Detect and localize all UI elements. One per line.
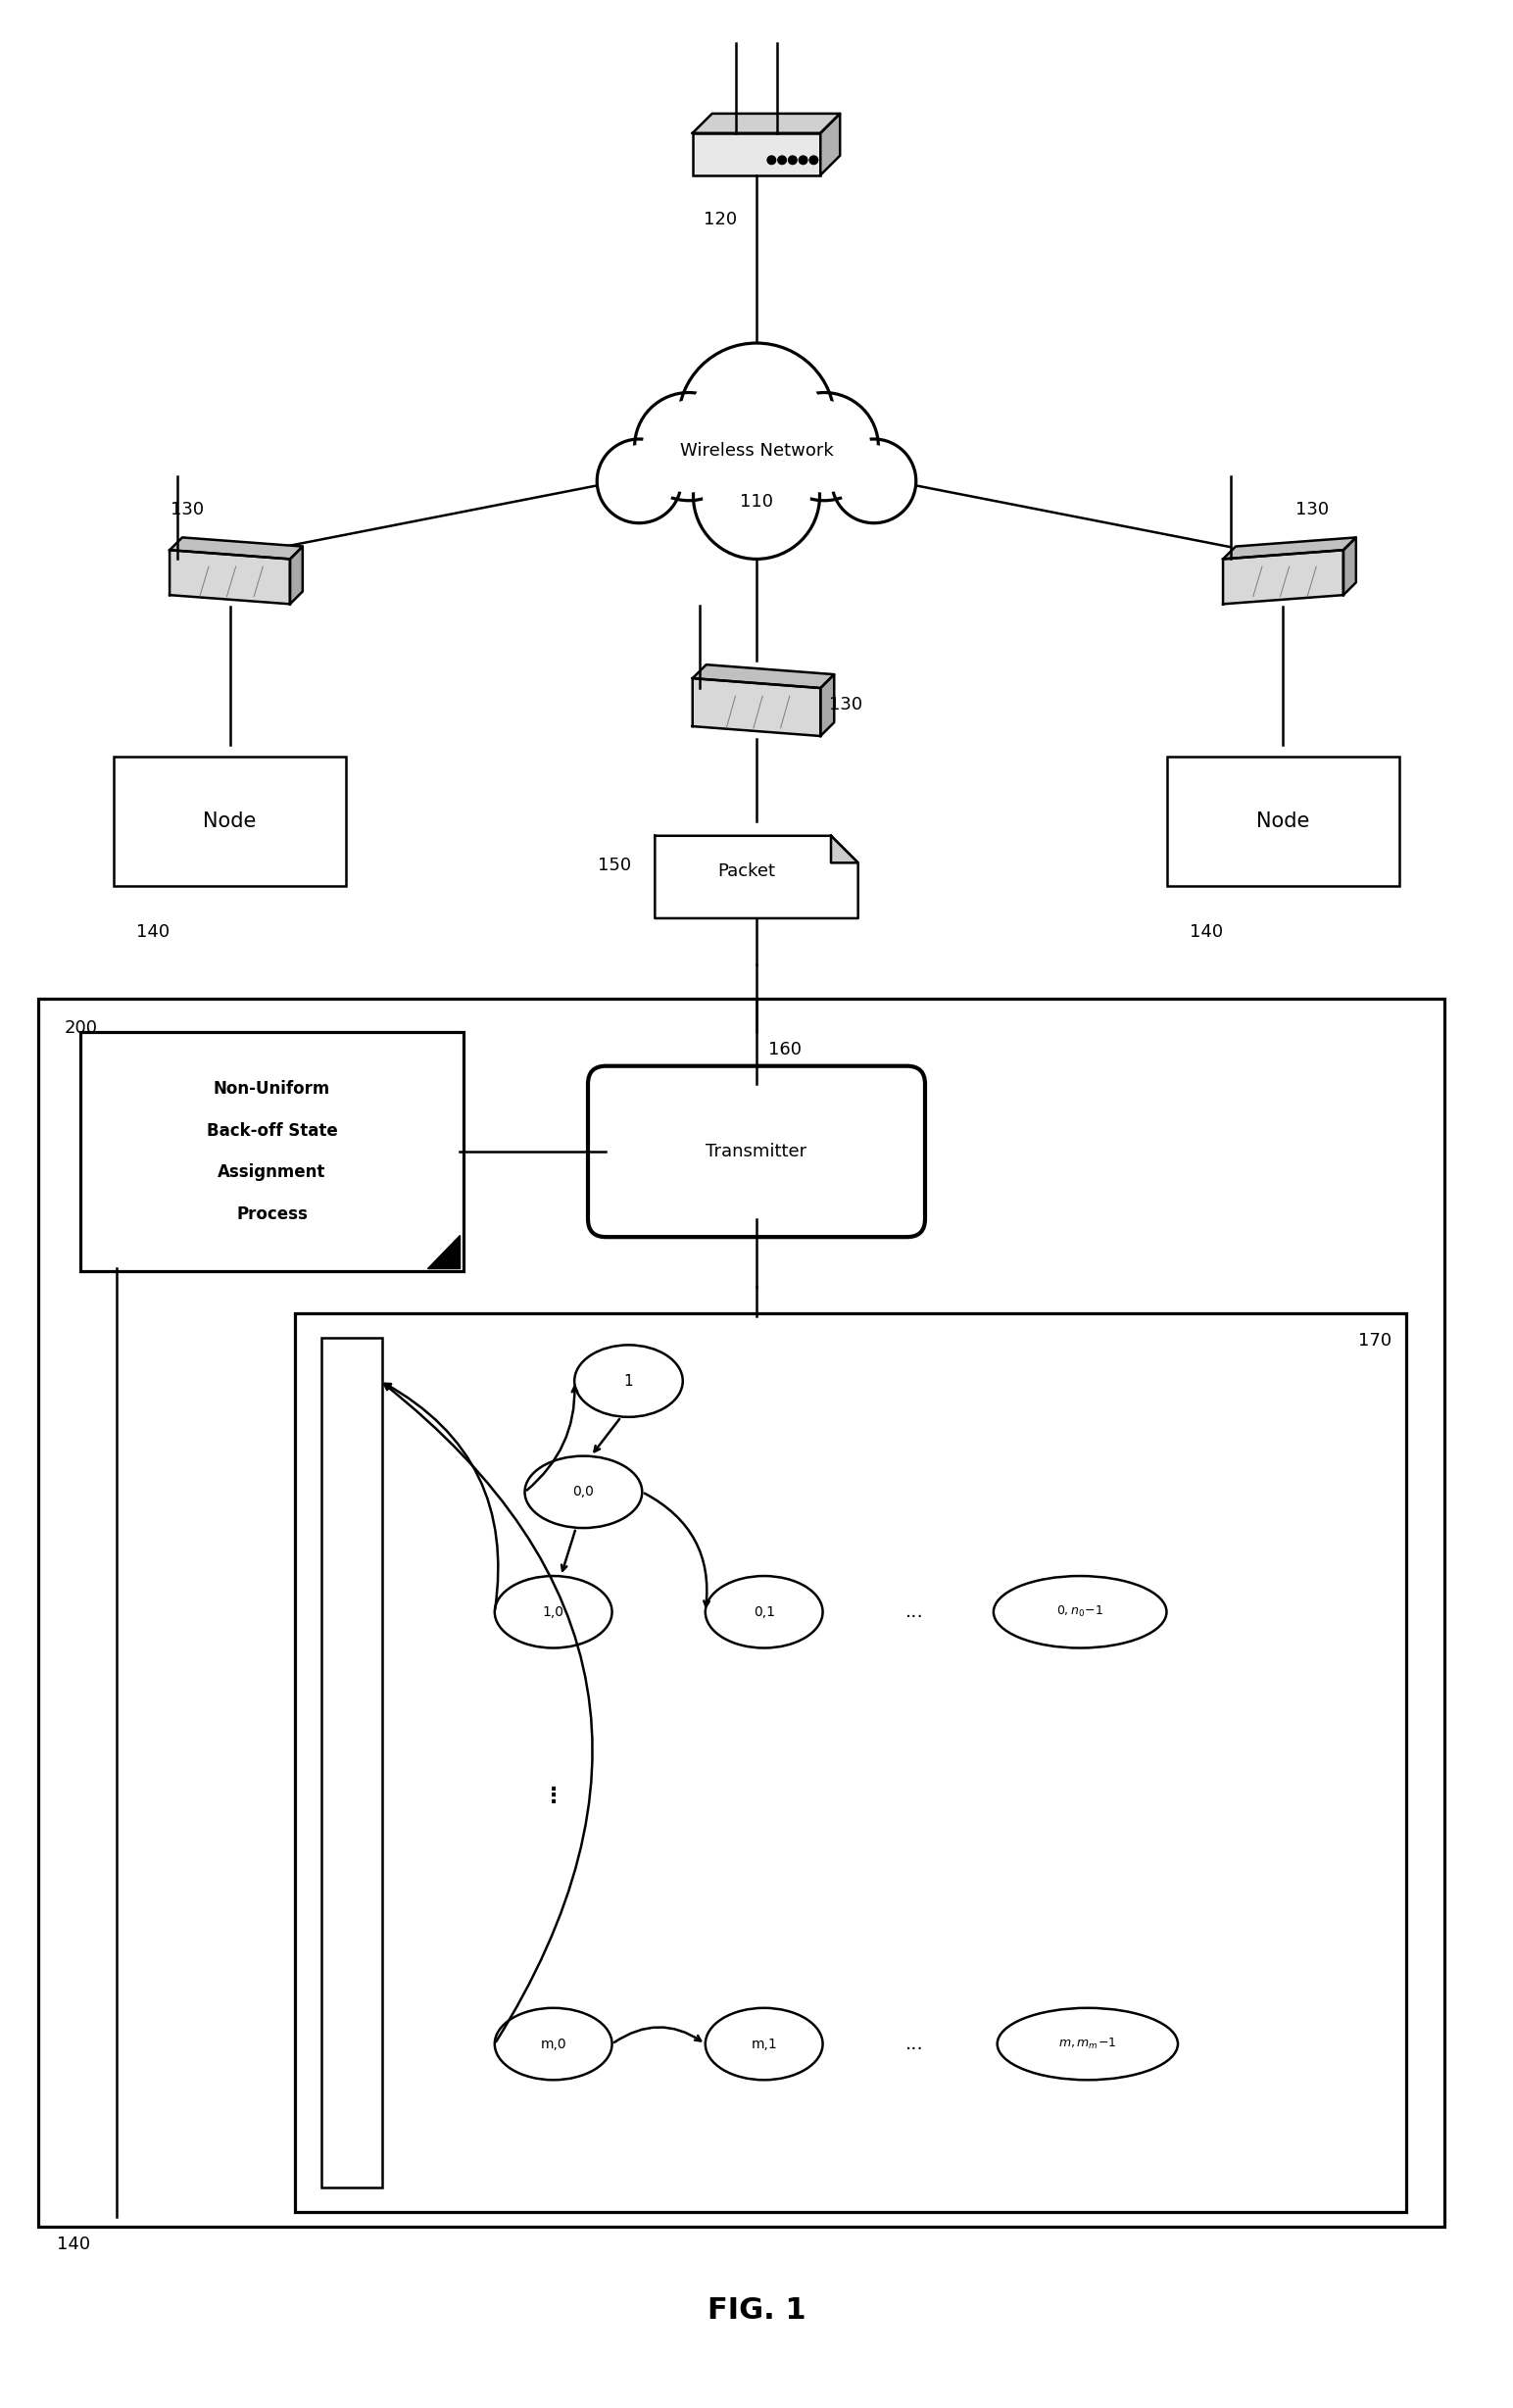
Text: Packet: Packet bbox=[717, 862, 775, 879]
Text: Back-off State: Back-off State bbox=[206, 1122, 337, 1139]
Polygon shape bbox=[169, 537, 303, 559]
Circle shape bbox=[634, 393, 743, 501]
Circle shape bbox=[598, 438, 681, 523]
Polygon shape bbox=[1344, 537, 1356, 595]
Polygon shape bbox=[427, 1235, 460, 1267]
Text: ...: ... bbox=[905, 1604, 924, 1621]
Text: Node: Node bbox=[203, 811, 256, 831]
Text: 110: 110 bbox=[740, 494, 773, 510]
Polygon shape bbox=[655, 836, 858, 917]
Circle shape bbox=[809, 157, 819, 164]
Text: 170: 170 bbox=[1359, 1332, 1392, 1348]
Polygon shape bbox=[820, 674, 834, 737]
Polygon shape bbox=[1223, 549, 1344, 604]
Polygon shape bbox=[169, 549, 290, 604]
Text: m,0: m,0 bbox=[540, 2037, 566, 2052]
Polygon shape bbox=[693, 679, 820, 737]
Ellipse shape bbox=[575, 1346, 682, 1416]
Ellipse shape bbox=[705, 2008, 823, 2081]
Text: Node: Node bbox=[1257, 811, 1310, 831]
Ellipse shape bbox=[495, 1575, 613, 1647]
Text: 1: 1 bbox=[623, 1373, 634, 1389]
Text: 160: 160 bbox=[769, 1040, 802, 1060]
Text: Transmitter: Transmitter bbox=[707, 1144, 806, 1161]
Circle shape bbox=[799, 157, 808, 164]
FancyBboxPatch shape bbox=[80, 1033, 463, 1271]
Text: 140: 140 bbox=[136, 925, 169, 942]
FancyBboxPatch shape bbox=[322, 1336, 381, 2189]
Text: 130: 130 bbox=[829, 696, 862, 713]
Text: FIG. 1: FIG. 1 bbox=[707, 2297, 806, 2326]
Text: ...: ... bbox=[905, 2035, 924, 2054]
Text: Process: Process bbox=[236, 1206, 307, 1223]
Ellipse shape bbox=[994, 1575, 1167, 1647]
Circle shape bbox=[832, 438, 915, 523]
Text: 0,0: 0,0 bbox=[573, 1486, 595, 1498]
Polygon shape bbox=[693, 665, 834, 689]
FancyBboxPatch shape bbox=[1168, 756, 1400, 886]
Circle shape bbox=[604, 445, 675, 515]
Circle shape bbox=[838, 445, 909, 515]
Text: $0,n_0\!-\!1$: $0,n_0\!-\!1$ bbox=[1056, 1604, 1103, 1618]
Text: 120: 120 bbox=[704, 212, 737, 229]
Ellipse shape bbox=[525, 1457, 642, 1529]
FancyBboxPatch shape bbox=[693, 132, 820, 176]
Text: 200: 200 bbox=[64, 1019, 98, 1038]
Circle shape bbox=[691, 356, 822, 486]
Ellipse shape bbox=[495, 2008, 613, 2081]
Polygon shape bbox=[693, 113, 840, 132]
Circle shape bbox=[643, 402, 734, 491]
Text: Assignment: Assignment bbox=[218, 1163, 325, 1182]
Text: m,1: m,1 bbox=[750, 2037, 778, 2052]
Text: $m,m_m\!-\!1$: $m,m_m\!-\!1$ bbox=[1058, 2037, 1117, 2052]
Text: Wireless Network: Wireless Network bbox=[679, 443, 834, 460]
Text: 140: 140 bbox=[57, 2237, 91, 2254]
FancyBboxPatch shape bbox=[589, 1067, 924, 1238]
Text: Non-Uniform: Non-Uniform bbox=[213, 1079, 330, 1098]
FancyBboxPatch shape bbox=[295, 1312, 1407, 2213]
Text: 130: 130 bbox=[171, 501, 204, 518]
Polygon shape bbox=[290, 547, 303, 604]
Polygon shape bbox=[820, 113, 840, 176]
Circle shape bbox=[778, 157, 787, 164]
Text: 1,0: 1,0 bbox=[543, 1606, 564, 1618]
Circle shape bbox=[693, 433, 820, 559]
Text: ⋮: ⋮ bbox=[543, 1787, 564, 1806]
Circle shape bbox=[678, 342, 835, 498]
Circle shape bbox=[767, 157, 776, 164]
Ellipse shape bbox=[997, 2008, 1177, 2081]
Circle shape bbox=[779, 402, 870, 491]
Circle shape bbox=[788, 157, 797, 164]
Circle shape bbox=[704, 443, 809, 549]
Polygon shape bbox=[1223, 537, 1356, 559]
FancyBboxPatch shape bbox=[113, 756, 345, 886]
Polygon shape bbox=[831, 836, 858, 862]
Text: 140: 140 bbox=[1189, 925, 1224, 942]
Circle shape bbox=[770, 393, 879, 501]
Text: 130: 130 bbox=[1295, 501, 1328, 518]
Ellipse shape bbox=[705, 1575, 823, 1647]
Text: 150: 150 bbox=[598, 857, 631, 874]
Text: 0,1: 0,1 bbox=[753, 1606, 775, 1618]
FancyBboxPatch shape bbox=[39, 999, 1445, 2227]
